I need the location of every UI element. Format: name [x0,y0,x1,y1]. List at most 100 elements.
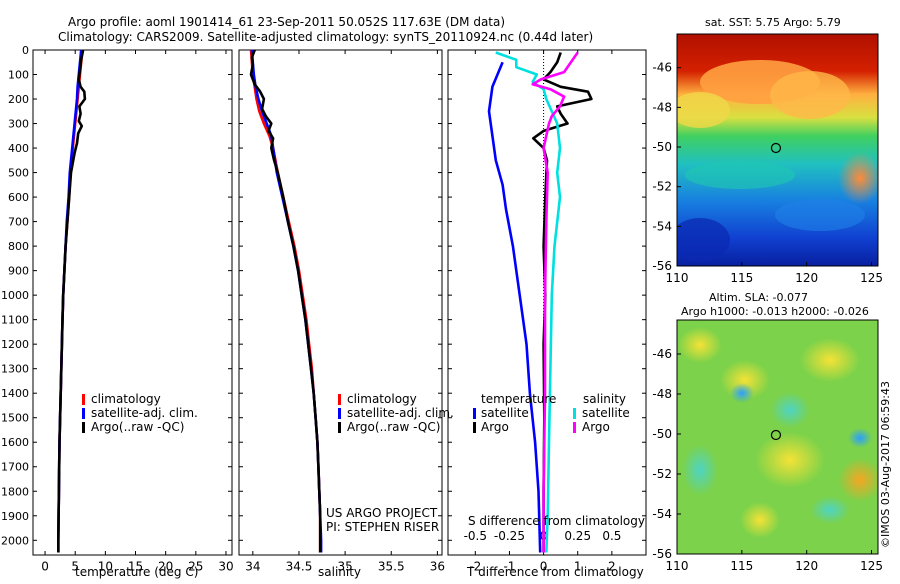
pi-credit: PI: STEPHEN RISER [326,520,439,534]
series-line [532,52,593,553]
sla-title: Altim. SLA: -0.077 [709,291,808,304]
map-x-tick-label: 125 [860,559,883,573]
map-y-tick-label: -46 [652,347,672,361]
x-tick-label: 30 [218,559,233,573]
sla-argo-location-marker [770,429,782,441]
map-y-tick-label: -56 [652,259,672,273]
depth-tick-label: 600 [8,191,29,204]
depth-tick-label: 1100 [1,314,29,327]
temperature-x-axis: 0 5 10 15 20 25 30 [41,50,234,573]
salinity-series [249,49,323,553]
top-x-tick-label: -0.5 [464,529,487,543]
legend-label: satellite-adj. clim. [347,406,454,420]
sst-map-frame [676,33,879,267]
depth-tick-label: 700 [8,216,29,229]
top-x-tick-label: 0.5 [602,529,621,543]
map-x-tick-label: 120 [795,559,818,573]
map-x-tick-label: 120 [795,271,818,285]
map-y-tick-label: -50 [652,140,672,154]
legend-label: climatology [91,392,161,406]
depth-tick-label: 1800 [1,485,29,498]
depth-tick-label: 2000 [1,534,29,547]
map-y-tick-label: -52 [652,180,672,194]
legend-swatch [338,422,341,433]
legend-label: Argo(..raw -QC) [91,420,184,434]
map-y-tick-label: -50 [652,427,672,441]
sla-heatmap [677,320,878,554]
x-tick-label: 35.5 [378,559,405,573]
legend-label: satellite-adj. clim. [91,406,198,420]
map-x-tick-label: 110 [666,271,689,285]
sst-title: sat. SST: 5.75 Argo: 5.79 [705,16,841,29]
series-line [487,61,542,553]
x-tick-label: 20 [158,559,173,573]
depth-tick-label: 1000 [1,289,29,302]
legend-label: Argo [481,420,509,434]
legend-label: Argo [582,420,610,434]
salinity-panel [238,49,443,556]
depth-tick-label: 1700 [1,461,29,474]
legend-swatch [338,408,341,419]
map-y-tick-label: -54 [652,219,672,233]
legend-swatch [82,422,85,433]
legend-header-salinity: salinity [583,392,626,406]
depth-tick-label: 500 [8,167,29,180]
series-line [249,49,322,553]
salinity-xlabel: salinity [318,565,361,579]
depth-tick-label: 1600 [1,436,29,449]
difference-series [487,51,593,553]
x-tick-label: 25 [188,559,203,573]
depth-tick-label: 300 [8,118,29,131]
x-tick-label: 10 [98,559,113,573]
title-line2: Climatology: CARS2009. Satellite-adjuste… [58,30,593,44]
difference-panel [447,49,647,556]
series-line [249,49,322,553]
x-tick-label: -1 [503,559,515,573]
legend-swatch [82,394,85,405]
series-line [495,51,562,553]
depth-tick-label: 1300 [1,363,29,376]
title-line1: Argo profile: aoml 1901414_61 23-Sep-201… [68,15,505,29]
depth-tick-label: 200 [8,93,29,106]
depth-axis: 0 100 200 300 400 500 600 700 800 900 1000 1100 1200… [1,44,646,547]
x-tick-label: -2 [469,559,481,573]
x-tick-label: 34 [245,559,260,573]
series-line [250,49,323,553]
temperature-xlabel: temperature (deg C) [75,565,198,579]
legend-swatch [473,422,476,433]
map-x-tick-label: 115 [730,559,753,573]
sst-axes: 110 115 120 125 -46 -48 -50 -52 -54 -56 [652,61,883,285]
depth-tick-label: 0 [22,44,29,57]
x-tick-label: 0 [41,559,49,573]
depth-tick-label: 900 [8,265,29,278]
legend-label: climatology [347,392,417,406]
legend-swatch [82,408,85,419]
salinity-x-axis: 34 34.5 35 35.5 36 [245,50,445,573]
legend-label: Argo(..raw -QC) [347,420,440,434]
x-tick-label: 5 [71,559,79,573]
sst-argo-location-marker [770,142,782,154]
map-y-tick-label: -52 [652,467,672,481]
x-tick-label: 15 [128,559,143,573]
series-line [57,49,87,553]
map-x-tick-label: 115 [730,271,753,285]
x-tick-label: 35 [337,559,352,573]
x-tick-label: 34.5 [286,559,313,573]
s-difference-xlabel: S difference from climatology [468,514,645,528]
legend-label: satellite [481,406,529,420]
difference-legend: temperature salinity satelliteArgosatell… [473,392,630,434]
legend-swatch [473,408,476,419]
map-y-tick-label: -54 [652,507,672,521]
top-x-tick-label: 0.25 [564,529,591,543]
sst-heatmap [677,34,878,266]
legend-header-temperature: temperature [481,392,556,406]
depth-tick-label: 1900 [1,510,29,523]
map-x-tick-label: 125 [860,271,883,285]
legend-swatch [573,408,576,419]
map-y-tick-label: -48 [652,100,672,114]
temperature-panel [32,49,233,556]
map-y-tick-label: -46 [652,61,672,75]
